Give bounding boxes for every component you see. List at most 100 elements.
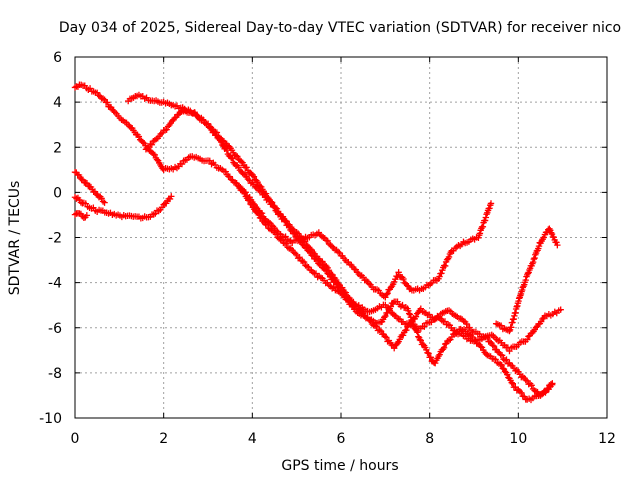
series-track-2 xyxy=(125,91,556,399)
data-point-marker xyxy=(419,341,427,348)
data-point-marker xyxy=(265,218,272,226)
data-point-marker xyxy=(512,383,519,391)
series-track-4 xyxy=(71,193,175,222)
data-point-marker xyxy=(319,258,326,265)
axis-ticks: 0 2 4 6 8 10 12 -10 -8 -6 -4 -2 0 2 4 6 xyxy=(39,50,616,447)
data-point-marker xyxy=(104,99,111,106)
data-point-marker xyxy=(349,299,357,307)
data-point-marker xyxy=(254,178,261,186)
data-point-marker xyxy=(178,160,186,168)
data-point-marker xyxy=(342,289,350,296)
data-point-marker xyxy=(387,284,395,291)
data-point-marker xyxy=(264,193,271,201)
data-point-marker xyxy=(486,338,494,345)
data-point-marker xyxy=(524,270,532,277)
data-point-marker xyxy=(95,92,102,99)
data-point-marker xyxy=(483,211,490,218)
data-point-marker xyxy=(521,393,528,400)
data-point-marker xyxy=(538,391,546,398)
data-point-marker xyxy=(507,362,515,369)
data-point-marker xyxy=(518,389,525,396)
data-point-marker xyxy=(391,311,398,319)
data-point-marker xyxy=(460,317,467,325)
data-point-marker xyxy=(153,156,161,163)
data-point-marker xyxy=(405,310,413,317)
data-point-marker xyxy=(243,164,250,171)
data-point-marker xyxy=(83,180,91,187)
data-point-marker xyxy=(230,159,237,166)
data-point-marker xyxy=(432,359,439,367)
data-point-marker xyxy=(98,195,105,202)
data-point-marker xyxy=(101,199,108,206)
data-point-marker xyxy=(300,258,308,266)
x-tick-label: 10 xyxy=(509,431,527,447)
data-point-marker xyxy=(399,332,407,339)
data-point-marker xyxy=(335,280,342,288)
data-point-marker xyxy=(529,258,537,266)
data-point-marker xyxy=(239,159,246,166)
data-point-marker xyxy=(309,268,317,276)
data-point-marker xyxy=(395,269,402,276)
series-track-8 xyxy=(492,225,561,335)
data-point-marker xyxy=(256,182,264,190)
data-point-marker xyxy=(403,326,410,334)
data-point-marker xyxy=(384,309,391,316)
data-point-marker xyxy=(423,346,430,354)
data-point-marker xyxy=(157,130,164,138)
data-point-marker xyxy=(93,190,100,198)
data-point-marker xyxy=(479,223,487,230)
data-point-marker xyxy=(403,282,411,289)
data-point-marker xyxy=(512,367,519,375)
data-point-marker xyxy=(279,213,287,220)
data-point-marker xyxy=(262,190,270,197)
y-axis-label: SDTVAR / TECUs xyxy=(7,181,23,296)
data-point-marker xyxy=(144,144,151,152)
data-point-marker xyxy=(377,327,385,335)
data-point-marker xyxy=(222,168,229,175)
data-point-marker xyxy=(535,242,543,250)
data-point-marker xyxy=(268,221,275,229)
y-tick-label: -8 xyxy=(48,366,62,382)
data-point-marker xyxy=(506,347,513,355)
data-point-marker xyxy=(247,179,255,187)
data-point-marker xyxy=(365,280,373,287)
data-point-marker xyxy=(436,273,443,280)
data-point-marker xyxy=(334,248,342,255)
data-point-marker xyxy=(504,371,511,378)
data-point-marker xyxy=(554,241,561,249)
data-point-marker xyxy=(444,337,451,345)
data-point-marker xyxy=(445,337,453,344)
y-tick-label: -6 xyxy=(48,321,62,337)
data-point-marker xyxy=(515,386,522,394)
data-point-marker xyxy=(289,225,296,232)
data-point-marker xyxy=(414,329,421,336)
data-point-marker xyxy=(250,173,258,180)
data-point-marker xyxy=(139,138,147,146)
data-point-marker xyxy=(405,307,412,314)
data-point-marker xyxy=(421,323,428,330)
data-point-marker xyxy=(427,354,434,361)
data-point-marker xyxy=(531,254,538,262)
data-point-marker xyxy=(549,380,556,387)
data-point-marker xyxy=(497,361,504,368)
data-point-marker xyxy=(291,250,299,257)
data-point-marker xyxy=(482,214,490,221)
series-track-5 xyxy=(71,168,108,206)
data-point-marker xyxy=(324,237,331,245)
data-point-marker xyxy=(518,373,525,381)
data-point-marker xyxy=(381,314,388,321)
data-point-marker xyxy=(237,183,244,191)
data-point-marker xyxy=(284,220,291,228)
data-point-marker xyxy=(445,253,453,261)
data-point-marker xyxy=(75,171,83,179)
data-point-marker xyxy=(476,230,484,237)
y-tick-label: -10 xyxy=(39,411,62,427)
x-tick-label: 12 xyxy=(598,431,616,447)
data-point-marker xyxy=(267,198,275,205)
data-point-marker xyxy=(486,205,493,212)
data-point-marker xyxy=(516,388,524,395)
data-point-marker xyxy=(487,200,495,207)
data-point-marker xyxy=(415,333,422,340)
data-point-marker xyxy=(171,114,178,122)
